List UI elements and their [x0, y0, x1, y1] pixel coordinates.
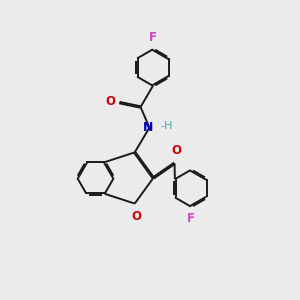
Text: -H: -H [160, 121, 173, 131]
Text: O: O [105, 94, 115, 108]
Text: F: F [149, 31, 157, 44]
Text: O: O [171, 144, 181, 157]
Text: O: O [131, 210, 141, 223]
Text: F: F [187, 212, 195, 225]
Text: N: N [143, 121, 153, 134]
